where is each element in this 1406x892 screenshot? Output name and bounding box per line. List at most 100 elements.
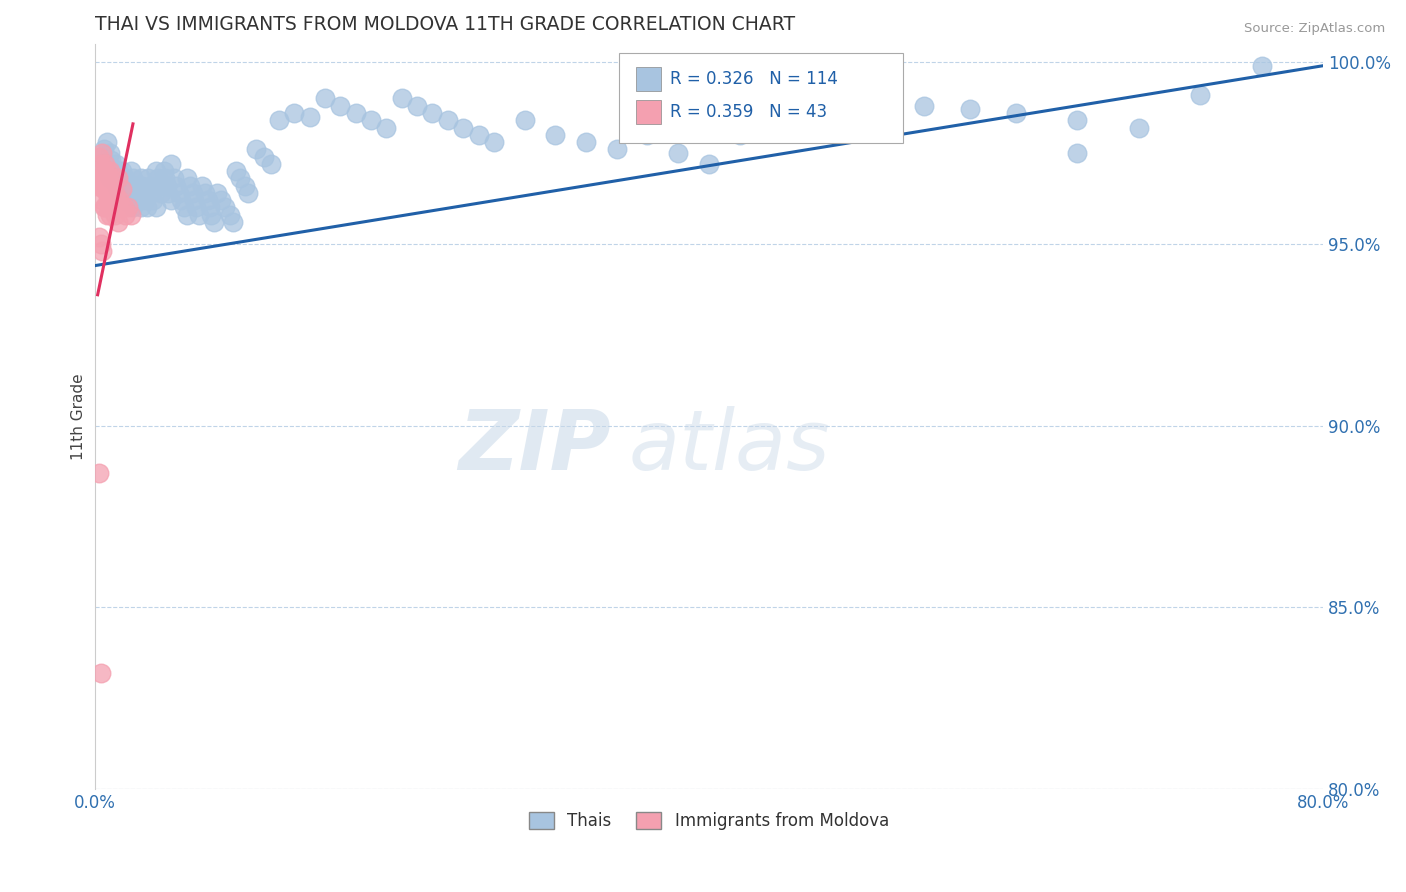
Point	[252, 150, 274, 164]
Point	[103, 175, 125, 189]
Point	[107, 215, 129, 229]
Point	[101, 168, 124, 182]
Point	[139, 178, 162, 193]
Point	[188, 208, 211, 222]
Point	[100, 193, 122, 207]
Point	[775, 98, 797, 112]
Point	[90, 157, 112, 171]
Point	[105, 193, 128, 207]
Point	[451, 120, 474, 135]
FancyBboxPatch shape	[619, 53, 903, 143]
Point	[728, 128, 751, 142]
Point	[101, 201, 124, 215]
Point	[89, 229, 111, 244]
Point	[86, 178, 108, 193]
Point	[98, 145, 121, 160]
Point	[1189, 87, 1212, 102]
Point	[575, 135, 598, 149]
Point	[108, 171, 131, 186]
Point	[329, 98, 352, 112]
Point	[90, 665, 112, 680]
Point	[1066, 113, 1088, 128]
Point	[96, 186, 118, 200]
Point	[89, 171, 111, 186]
Point	[107, 171, 129, 186]
Point	[129, 171, 152, 186]
Point	[146, 171, 169, 186]
Bar	[637, 100, 661, 124]
Point	[222, 215, 245, 229]
Point	[156, 178, 179, 193]
Point	[93, 164, 115, 178]
Point	[606, 142, 628, 156]
Point	[91, 244, 114, 259]
Point	[184, 201, 207, 215]
Point	[90, 178, 112, 193]
Point	[207, 186, 229, 200]
Point	[136, 171, 159, 186]
Point	[141, 186, 163, 200]
Point	[111, 164, 134, 178]
Point	[406, 98, 429, 112]
Text: ZIP: ZIP	[458, 406, 610, 487]
Point	[1250, 59, 1272, 73]
Point	[134, 193, 156, 207]
Point	[375, 120, 398, 135]
Point	[169, 193, 191, 207]
Point	[91, 145, 114, 160]
Point	[544, 128, 567, 142]
Point	[100, 153, 122, 168]
Point	[155, 171, 177, 186]
Point	[218, 208, 240, 222]
Point	[214, 201, 236, 215]
Point	[111, 182, 134, 196]
Point	[103, 186, 125, 200]
Point	[1005, 106, 1028, 120]
Point	[165, 178, 187, 193]
Point	[122, 201, 145, 215]
Point	[821, 110, 844, 124]
Point	[314, 91, 336, 105]
Point	[173, 201, 195, 215]
Point	[105, 157, 128, 171]
Point	[93, 182, 115, 196]
Point	[114, 208, 136, 222]
Point	[117, 186, 139, 200]
Text: Source: ZipAtlas.com: Source: ZipAtlas.com	[1244, 22, 1385, 36]
Point	[229, 171, 252, 186]
Point	[98, 164, 121, 178]
Point	[200, 208, 222, 222]
Point	[167, 186, 190, 200]
Point	[697, 157, 720, 171]
Point	[298, 110, 321, 124]
Point	[1066, 145, 1088, 160]
Point	[236, 186, 259, 200]
Point	[160, 193, 183, 207]
Point	[98, 171, 121, 186]
Point	[267, 113, 290, 128]
Point	[94, 201, 117, 215]
Point	[666, 145, 689, 160]
Point	[120, 208, 142, 222]
Point	[148, 178, 170, 193]
Point	[96, 135, 118, 149]
Point	[135, 201, 157, 215]
Text: R = 0.359   N = 43: R = 0.359 N = 43	[669, 103, 827, 120]
Point	[191, 178, 214, 193]
Point	[91, 171, 114, 186]
Point	[145, 164, 167, 178]
Point	[344, 106, 367, 120]
Bar	[637, 67, 661, 91]
Point	[422, 106, 444, 120]
Point	[245, 142, 267, 156]
Point	[110, 201, 132, 215]
Point	[90, 236, 112, 251]
Point	[183, 193, 205, 207]
Point	[132, 186, 155, 200]
Point	[959, 103, 981, 117]
Point	[118, 193, 141, 207]
Point	[129, 201, 152, 215]
Point	[209, 193, 232, 207]
Point	[107, 182, 129, 196]
Text: atlas: atlas	[628, 406, 831, 487]
